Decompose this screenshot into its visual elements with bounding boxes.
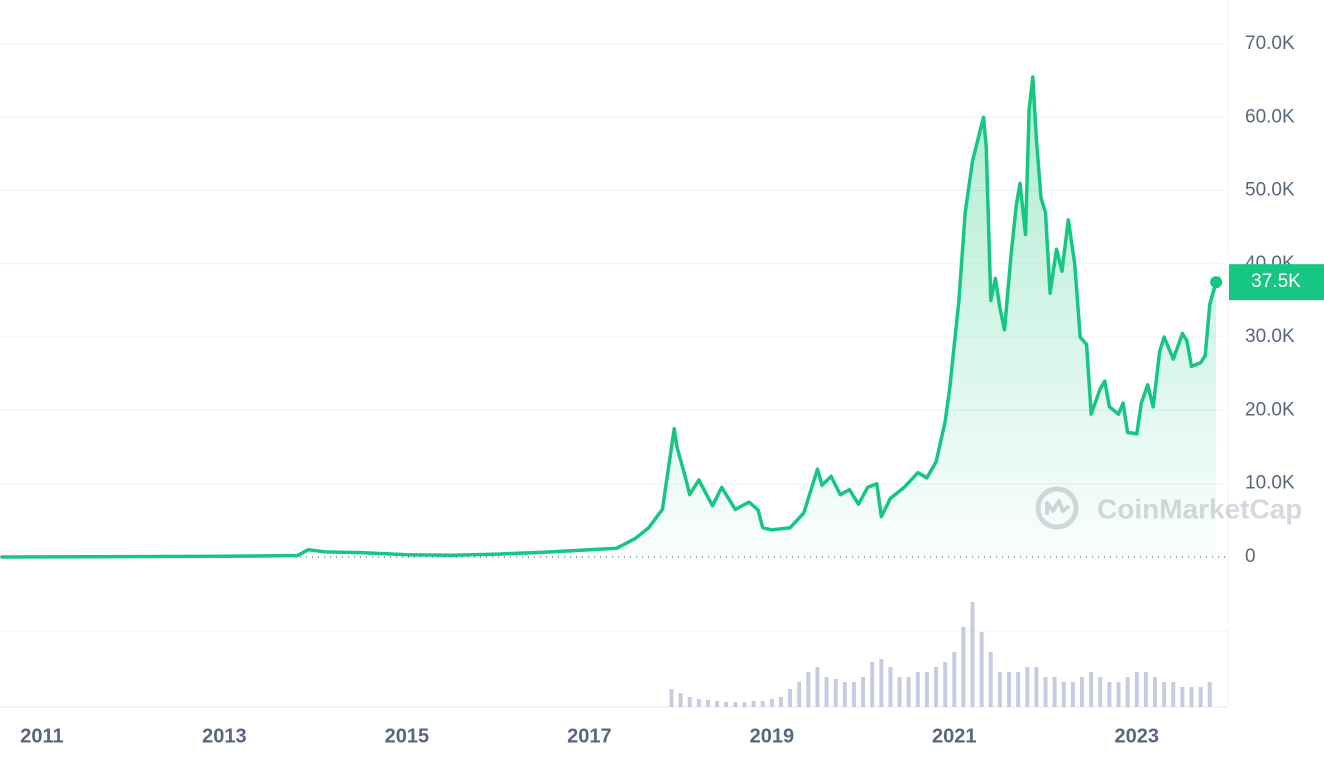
volume-bar (1107, 682, 1112, 707)
volume-bar (1134, 672, 1139, 707)
volume-bar (979, 632, 984, 707)
volume-bar (915, 672, 920, 707)
volume-bar (1171, 682, 1176, 707)
y-tick-label: 50.0K (1245, 180, 1295, 201)
y-tick-label: 10.0K (1245, 473, 1295, 494)
volume-bar (806, 672, 811, 707)
x-tick-label: 2013 (202, 725, 247, 747)
volume-bar (705, 700, 710, 707)
x-tick-label: 2011 (20, 725, 63, 747)
x-tick-label: 2023 (1115, 725, 1160, 747)
volume-bar (788, 689, 793, 707)
volume-bar (842, 682, 847, 707)
volume-bar (952, 652, 957, 707)
current-price-box (1229, 264, 1324, 301)
volume-bar (861, 677, 866, 707)
volume-bar (1007, 672, 1012, 707)
volume-bar (997, 672, 1002, 707)
marks (0, 75, 1223, 707)
x-tick-label: 2019 (750, 725, 795, 747)
volume-bar (715, 701, 720, 707)
volume-bar (970, 602, 975, 707)
y-tick-label: 60.0K (1245, 106, 1295, 127)
volume-bar (824, 677, 829, 707)
volume-bar (1016, 672, 1021, 707)
volume-bar (924, 672, 929, 707)
volume-bar (879, 659, 884, 707)
volume-bar (1153, 677, 1158, 707)
volume-bar (696, 699, 701, 707)
volume-bar (760, 701, 765, 707)
labels: 010.0K20.0K30.0K40.0K50.0K60.0K70.0K2011… (20, 33, 1324, 747)
volume-bar (678, 693, 683, 707)
price-line (0, 75, 1218, 559)
volume-bar (1089, 672, 1094, 707)
volume-bar (870, 662, 875, 707)
x-tick-label: 2015 (385, 725, 430, 747)
volume-bar (769, 699, 774, 707)
x-tick-label: 2021 (932, 725, 977, 747)
volume-bar (1043, 677, 1048, 707)
volume-bar (1180, 687, 1185, 707)
volume-bar (897, 677, 902, 707)
volume-bar (1125, 677, 1130, 707)
current-price-label: 37.5K (1251, 271, 1301, 292)
volume-bar (833, 679, 838, 707)
volume-bar (815, 667, 820, 707)
volume-bar (742, 702, 747, 707)
volume-bar (934, 667, 939, 707)
last-point (1210, 276, 1223, 289)
volume-bar (1070, 682, 1075, 707)
volume-bar (888, 667, 893, 707)
volume-bar (1189, 687, 1194, 707)
volume-bar (1061, 682, 1066, 707)
volume-bar (1052, 677, 1057, 707)
volume-bar (1080, 677, 1085, 707)
volume-bar (751, 701, 756, 707)
volume-bar (1162, 682, 1167, 707)
volume-bar (1143, 672, 1148, 707)
volume-bar (988, 652, 993, 707)
y-tick-label: 20.0K (1245, 399, 1295, 420)
volume-bar (797, 682, 802, 707)
y-tick-label: 70.0K (1245, 33, 1295, 54)
volume-bar (906, 677, 911, 707)
volume-bar (1198, 687, 1203, 707)
volume-bar (1098, 677, 1103, 707)
y-tick-label: 30.0K (1245, 326, 1295, 347)
volume-bar (851, 682, 856, 707)
price-area (0, 77, 1217, 557)
volume-bar (687, 697, 692, 707)
volume-bar (669, 689, 674, 707)
volume-bar (1207, 682, 1212, 707)
volume-bar (733, 702, 738, 707)
volume-bar (1034, 667, 1039, 707)
y-tick-label: 0 (1245, 546, 1256, 567)
volume-bar (1116, 682, 1121, 707)
volume-bar (961, 627, 966, 707)
volume-bar (724, 702, 729, 707)
x-tick-label: 2017 (567, 725, 612, 747)
volume-bar (943, 662, 948, 707)
volume-bar (1025, 667, 1030, 707)
volume-bar (778, 697, 783, 707)
